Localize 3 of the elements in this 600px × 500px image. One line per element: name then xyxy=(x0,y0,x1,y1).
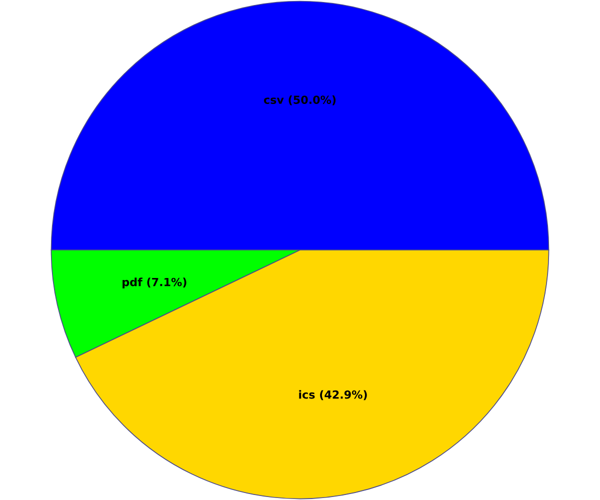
slice-label: csv (50.0%) xyxy=(264,95,336,106)
slice-label: ics (42.9%) xyxy=(299,390,367,400)
slice-label: pdf (7.1%) xyxy=(122,278,186,288)
